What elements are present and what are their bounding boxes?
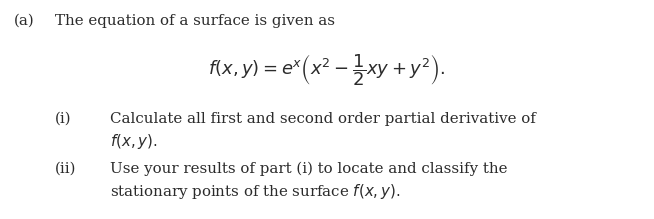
Text: $f(x,y) = e^{x}\left(x^{2} - \dfrac{1}{2}xy + y^{2}\right).$: $f(x,y) = e^{x}\left(x^{2} - \dfrac{1}{2… [209, 52, 445, 88]
Text: Use your results of part (i) to locate and classify the: Use your results of part (i) to locate a… [110, 162, 508, 176]
Text: The equation of a surface is given as: The equation of a surface is given as [55, 14, 335, 28]
Text: (a): (a) [14, 14, 35, 28]
Text: (ii): (ii) [55, 162, 77, 176]
Text: (i): (i) [55, 112, 71, 126]
Text: $f(x, y).$: $f(x, y).$ [110, 132, 158, 151]
Text: stationary points of the surface $f(x, y).$: stationary points of the surface $f(x, y… [110, 182, 400, 201]
Text: Calculate all first and second order partial derivative of: Calculate all first and second order par… [110, 112, 536, 126]
